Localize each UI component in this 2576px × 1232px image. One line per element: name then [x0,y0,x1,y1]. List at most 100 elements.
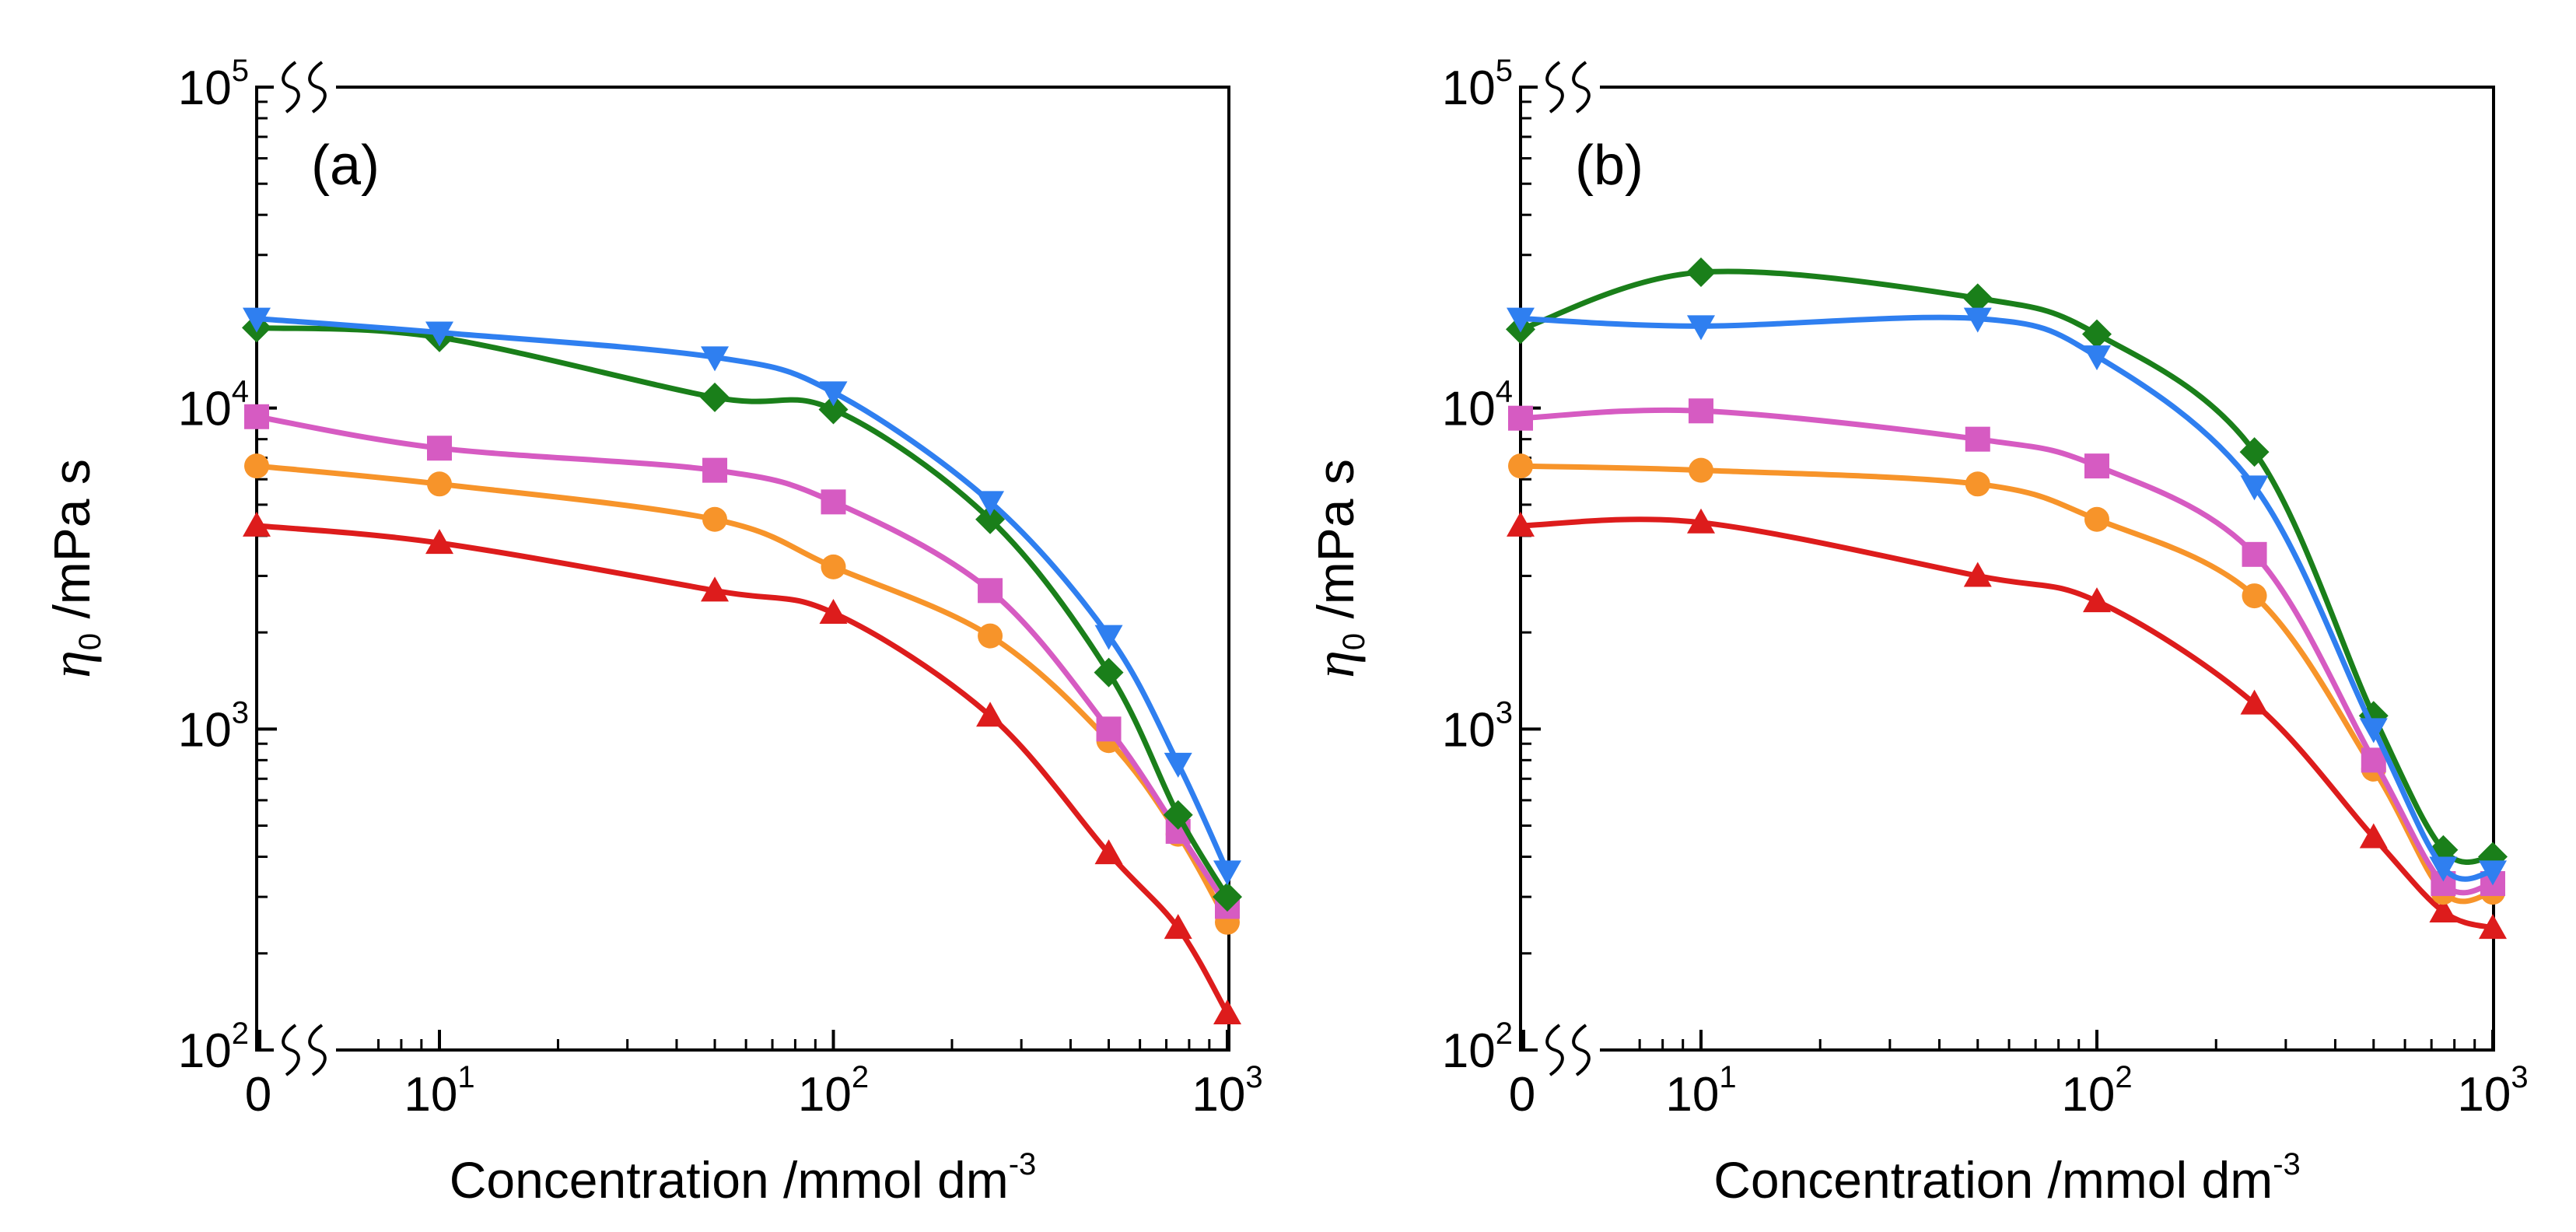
data-point [976,702,1005,727]
data-point [2242,541,2267,567]
series-magenta [1508,398,2505,897]
series-orange [244,453,1240,935]
y-tick-label: 105 [1442,54,1513,115]
data-point [1508,405,1533,431]
y-tick-label: 104 [1442,375,1513,436]
series-blue [243,307,1241,886]
data-point [243,511,271,537]
data-point [1689,457,1713,483]
data-point [2429,897,2458,922]
data-point [2242,583,2267,609]
data-point [818,394,849,425]
series-blue [1507,307,2507,886]
y-tick-label: 103 [1442,695,1513,757]
data-point [1094,657,1124,688]
data-point [701,346,730,372]
series-line [1520,314,2494,882]
y-tick-label: 104 [178,375,249,436]
data-point [978,623,1003,649]
y-tick-label: 102 [1442,1017,1513,1078]
data-point [2239,437,2270,467]
x-tick-label: 103 [2457,1060,2528,1122]
series-line [256,316,1230,873]
data-point [1163,800,1193,830]
data-point [1686,257,1716,288]
x-tick-label: 0 [1509,1068,1535,1122]
data-point [702,506,728,532]
data-point [821,489,846,515]
x-tick-label: 0 [245,1068,271,1122]
data-point [1094,839,1123,865]
panel-label: (b) [1575,135,1643,197]
x-tick-label: 103 [1192,1060,1262,1122]
data-point [425,529,453,555]
data-point [2083,345,2111,371]
data-point [1213,999,1241,1024]
series-line [1520,407,2494,896]
data-point [1507,307,1535,333]
series-red [243,511,1241,1024]
series-line [256,414,1230,908]
y-tick-label: 102 [178,1017,249,1078]
data-point [427,471,452,497]
data-point [1963,307,1992,333]
x-axis-title: Concentration /mmol dm-3 [1713,1147,2301,1209]
x-tick-label: 101 [404,1060,474,1122]
data-point [425,321,453,347]
series-line [1520,463,2494,905]
chart-panel-b: 102 103 104 105 0 101 102 103 (b) Concentration /… [1304,54,2529,1209]
series-line [256,324,1230,898]
data-point [1213,860,1241,886]
data-point [2479,860,2507,886]
data-point [819,599,848,625]
x-tick-label: 102 [2061,1060,2132,1122]
data-point [2359,823,2388,849]
panel-label: (a) [311,135,380,197]
data-point [2083,587,2111,613]
data-point [1094,625,1123,650]
data-point [821,554,846,579]
data-point [700,382,730,412]
data-point [978,578,1003,604]
y-tick-label: 105 [178,54,249,115]
data-point [243,307,271,333]
data-point [2240,475,2269,501]
series-green [1506,257,2508,872]
y-axis-title: η0 /mPa s [40,459,107,678]
data-point [244,453,269,479]
data-point [244,404,269,429]
plot-frame [1519,86,2495,1052]
data-point [2084,453,2109,479]
data-point [2084,506,2109,532]
x-axis-title: Concentration /mmol dm-3 [450,1147,1037,1209]
data-point [2429,856,2458,882]
series-line [1519,268,2494,865]
series-magenta [244,404,1240,919]
data-point [1963,562,1992,587]
data-point [1213,882,1242,912]
data-point [702,457,728,483]
data-point [1507,511,1535,537]
data-point [1687,315,1715,341]
data-point [2082,319,2112,349]
data-point [427,436,452,461]
data-point [1164,752,1192,778]
data-point [976,491,1005,516]
data-point [1164,914,1192,940]
data-point [1962,283,1993,313]
data-point [1965,471,1990,497]
y-axis-title: η0 /mPa s [1304,459,1371,678]
data-point [1687,508,1715,534]
data-point [1508,453,1533,479]
series-red [1507,508,2507,940]
y-tick-label: 103 [178,695,249,757]
x-tick-label: 101 [1665,1060,1736,1122]
data-point [1689,398,1713,424]
x-tick-label: 102 [798,1060,869,1122]
plot-frame [255,86,1230,1052]
data-point [2359,718,2388,744]
data-point [2479,914,2507,940]
chart-panel-a: 102 103 104 105 0 101 102 103 (a) Concentration /… [40,54,1263,1209]
data-point [2240,689,2269,715]
